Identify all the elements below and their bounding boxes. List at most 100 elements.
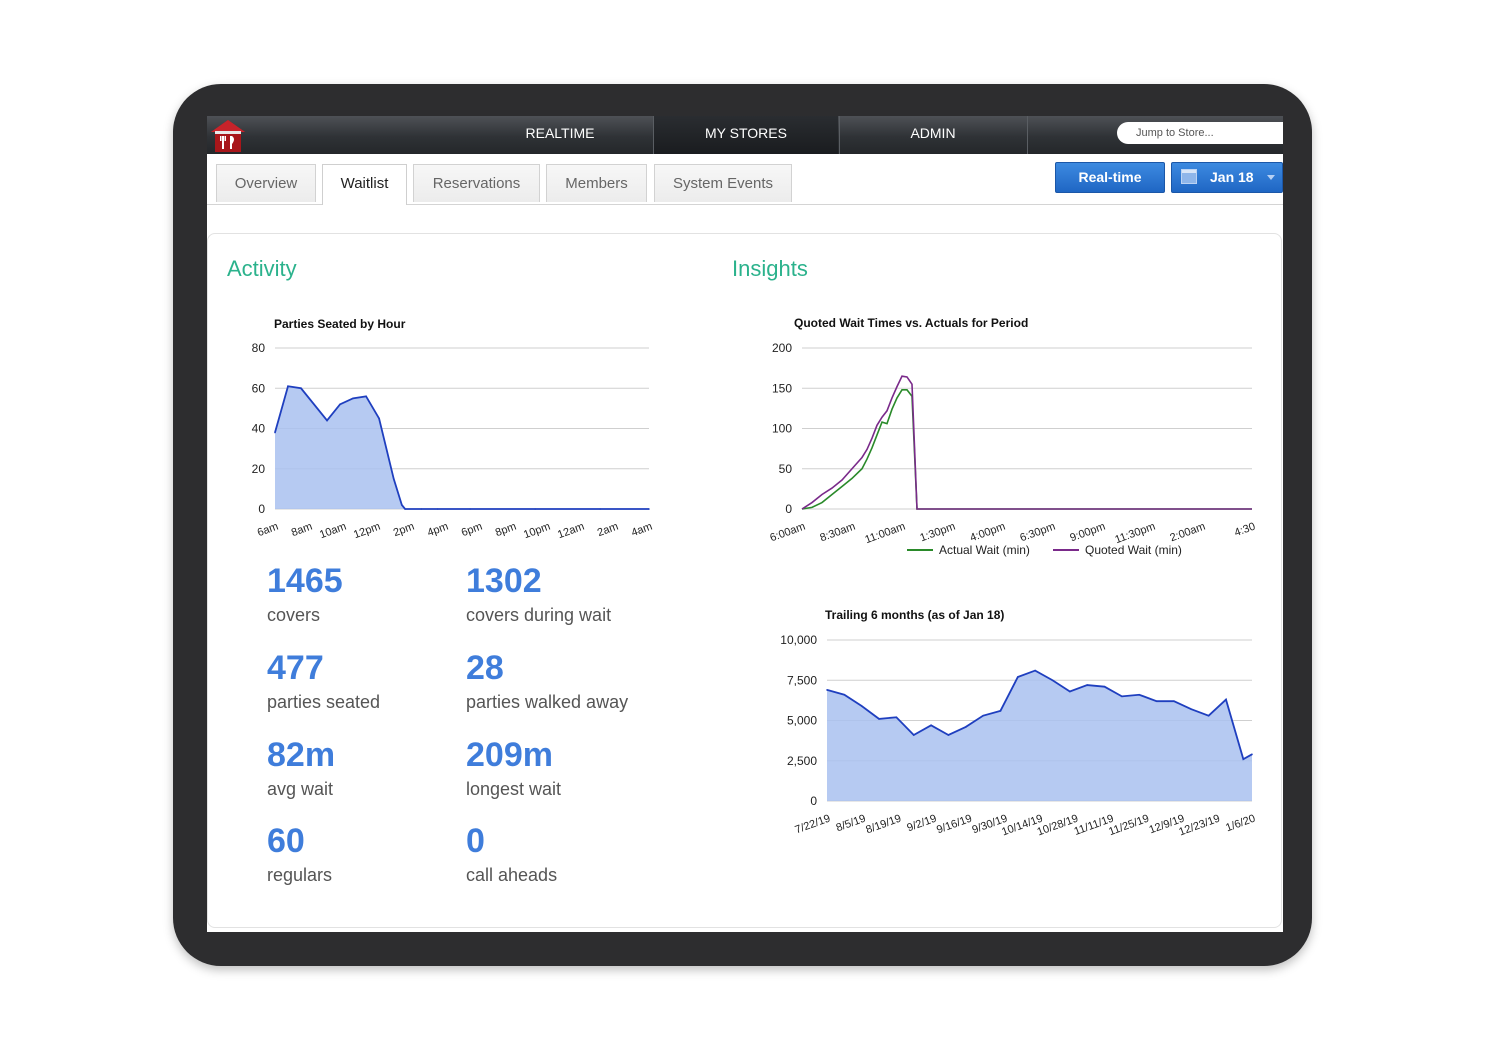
nav-divider [1027,116,1028,154]
y-tick-label: 0 [258,502,265,516]
data-point [648,508,650,510]
chart-title-trailing: Trailing 6 months (as of Jan 18) [825,608,1005,622]
data-point [964,726,967,728]
x-tick-label: 8am [290,521,314,540]
stat-avg-wait-label: avg wait [267,779,334,799]
x-tick-label: 6pm [460,521,484,540]
y-tick-label: 0 [810,794,817,808]
subtab-bar: Overview Waitlist Reservations Members S… [207,154,1283,205]
data-point [1207,714,1210,717]
data-point [401,504,403,506]
nav-tab-realtime[interactable]: REALTIME [525,125,595,141]
data-point [326,419,328,422]
stat-covers-during-wait-label: covers during wait [466,605,612,625]
x-tick-label: 8pm [494,521,518,540]
date-label: Jan 18 [1210,169,1254,185]
data-point [1034,669,1036,672]
x-tick-label: 2:00am [1168,521,1207,545]
x-tick-label: 4am [630,521,654,540]
data-point [352,397,354,400]
nav-tab-my-stores[interactable]: MY STORES [654,116,838,154]
data-point [365,395,367,398]
stat-covers-label: covers [267,605,321,625]
tab-waitlist[interactable]: Waitlist [322,164,407,205]
data-point [930,724,932,727]
x-tick-label: 12/23/19 [1177,813,1221,839]
y-tick-label: 60 [252,381,266,395]
stat-covers-during-wait-value: 1302 [466,562,542,600]
stat-regulars-value: 60 [267,822,305,860]
calendar-icon [1181,169,1197,184]
stat-walked-away-label: parties walked away [466,692,629,712]
data-point [826,689,828,691]
data-point [1051,679,1054,682]
x-tick-label: 12am [556,521,586,542]
tab-system-events[interactable]: System Events [654,164,792,202]
x-tick-label: 10pm [522,521,552,542]
data-point [1190,708,1193,711]
stat-parties-seated-label: parties seated [267,692,381,712]
restaurant-logo-icon[interactable] [209,118,247,152]
data-point [436,508,439,510]
app-screen: REALTIME MY STORES ADMIN Jump to Store..… [207,116,1283,932]
data-point [982,714,984,717]
x-tick-label: 4pm [426,521,450,540]
date-picker-button[interactable]: Jan 18 [1171,162,1283,193]
x-tick-label: 1:30pm [918,521,957,545]
chevron-down-icon [1267,175,1275,180]
data-point [860,705,863,707]
data-point [339,403,341,406]
area-line [826,669,1253,761]
data-point [912,734,915,736]
y-tick-label: 200 [772,341,792,355]
data-point [287,385,289,388]
area-fill [275,386,649,509]
x-tick-label: 6:00am [768,521,807,545]
realtime-button[interactable]: Real-time [1055,162,1165,193]
activity-title: Activity [227,256,297,281]
y-tick-label: 100 [772,422,792,436]
nav-divider [839,116,840,154]
data-point [300,387,302,390]
y-tick-label: 10,000 [780,633,817,647]
tab-reservations[interactable]: Reservations [413,164,540,202]
y-tick-label: 2,500 [787,754,817,768]
data-point [404,508,406,510]
data-point [1155,700,1158,702]
nav-tab-admin[interactable]: ADMIN [910,125,956,141]
tab-members[interactable]: Members [546,164,647,202]
data-point [947,734,950,736]
stat-walked-away-value: 28 [466,649,504,687]
top-nav: REALTIME MY STORES ADMIN Jump to Store..… [207,116,1283,154]
stat-longest-wait-label: longest wait [466,779,562,799]
x-tick-label: 8:30am [818,521,857,545]
jump-to-store-input[interactable]: Jump to Store... [1117,122,1283,144]
x-tick-label: 9:00pm [1068,521,1107,545]
x-tick-label: 4:00pm [968,521,1007,545]
area-fill [827,670,1252,801]
x-tick-label: 2pm [392,521,416,540]
y-tick-label: 50 [779,462,793,476]
legend-label: Actual Wait (min) [939,543,1030,557]
x-tick-label: 7/22/19 [793,813,832,837]
x-tick-label: 6am [256,521,280,540]
data-point [1251,753,1253,756]
x-tick-label: 12pm [352,521,382,542]
stat-longest-wait-value: 209m [466,736,553,774]
data-point [1017,676,1019,678]
stat-covers-value: 1465 [267,562,343,600]
legend-label: Quoted Wait (min) [1085,543,1182,557]
data-point [1242,758,1245,760]
x-tick-label: 11:00am [863,521,907,547]
series-line-1 [801,375,1252,510]
data-point [1138,693,1141,696]
y-tick-label: 20 [252,462,266,476]
y-tick-label: 150 [772,381,792,395]
x-tick-label: 10am [318,521,348,542]
data-point [1121,695,1123,698]
tab-overview[interactable]: Overview [216,164,316,202]
data-point [878,718,880,720]
dashboard-panel [207,233,1282,928]
y-tick-label: 5,000 [787,714,817,728]
x-tick-label: 4:30 [1233,521,1257,540]
